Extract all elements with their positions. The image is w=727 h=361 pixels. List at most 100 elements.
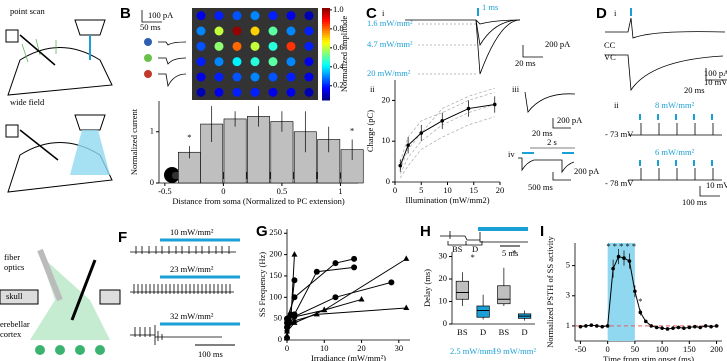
heat-dot (286, 87, 296, 97)
colorbar-step (322, 35, 330, 39)
colorbar-step (322, 31, 330, 34)
colorbar-label: Normalized amplitude (339, 16, 349, 92)
colorbar-step (322, 21, 330, 25)
label: fiber (4, 252, 20, 262)
marker (403, 304, 410, 310)
x-tick-label: 0.5 (277, 186, 288, 196)
label: cortex (0, 329, 22, 339)
marker (709, 324, 713, 329)
colorbar-step (322, 95, 330, 99)
marker (388, 279, 395, 286)
trace (628, 123, 722, 136)
marker (671, 326, 675, 330)
y-tick-label: 50 (274, 313, 283, 323)
heat-dot (286, 57, 296, 67)
colorbar-step (322, 47, 330, 50)
marker (313, 268, 320, 275)
colorbar-step (322, 93, 330, 96)
label: 8 mW/mm² (655, 100, 695, 110)
y-tick-label: 10 (382, 135, 391, 145)
colorbar-step (322, 14, 330, 18)
heat-dot (214, 26, 224, 36)
y-tick-label: 150 (269, 270, 282, 280)
marker (611, 266, 615, 271)
colorbar-step (322, 79, 330, 83)
colorbar-step (322, 72, 330, 76)
marker (703, 324, 708, 328)
annotation: * (187, 132, 191, 142)
heat-dot (268, 72, 278, 82)
scale-label: 100 ms (682, 197, 707, 207)
scale-bar (552, 118, 571, 129)
scale-label: 200 pA (574, 166, 600, 176)
traces-b (144, 38, 187, 88)
colorbar-step (322, 26, 330, 30)
label: point scan (10, 6, 45, 16)
y-axis-title: Charge (pC) (365, 110, 375, 152)
label: skull (6, 291, 23, 301)
y-tick-label: 20 (382, 94, 391, 104)
heat-dot (232, 87, 242, 97)
series-line (399, 116, 495, 179)
heat-dot (286, 72, 296, 82)
series-line (286, 281, 392, 328)
x-tick-label: 15 (470, 185, 479, 195)
series-line (399, 103, 495, 166)
heat-dot (214, 57, 224, 67)
label: 10 mW/mm² (170, 227, 214, 237)
label: D (472, 244, 478, 254)
trace (130, 284, 234, 294)
trace (475, 19, 521, 47)
marker (682, 326, 686, 330)
colorbar-step (322, 40, 330, 43)
panel-label: I (540, 223, 544, 240)
annotation: * (471, 252, 475, 262)
colorbar-step (322, 17, 330, 20)
y-tick-label: 200 (269, 249, 282, 259)
marker (605, 324, 610, 328)
y-tick-label: 100 (269, 291, 282, 301)
heat-dot (268, 87, 278, 97)
traces-c (418, 23, 478, 75)
y-axis-title: SS Frequency (Hz) (257, 252, 267, 317)
colorbar-tick-label: 0.8 (333, 23, 344, 33)
colorbar-step (322, 58, 330, 62)
y-tick-label: 0 (278, 334, 282, 344)
colorbar-step (322, 56, 330, 60)
colorbar-step (322, 42, 330, 46)
marker (284, 315, 290, 321)
y-tick-label: 0 (150, 177, 154, 187)
colorbar-step (322, 49, 330, 53)
y-tick-label: 10 (439, 295, 448, 305)
marker (332, 260, 339, 267)
heat-dot (286, 41, 296, 51)
colorbar-step (322, 51, 330, 55)
colorbar-step (322, 88, 330, 92)
heat-dot (250, 11, 260, 21)
heat-dot (196, 26, 206, 36)
heat-dot (250, 72, 260, 82)
marker (578, 324, 583, 329)
scale-label: 100 pA (148, 10, 174, 20)
heat-dot (268, 11, 278, 21)
heat-dot (304, 72, 314, 82)
heat-dot (214, 87, 224, 97)
label: 32 mW/mm² (170, 311, 214, 321)
heat-dot (286, 11, 296, 21)
marker (643, 319, 648, 324)
heat-dot (196, 72, 206, 82)
series-line (286, 258, 407, 332)
colorbar-step (322, 81, 330, 85)
x-tick-label: 0 (221, 186, 225, 196)
heat-dot (304, 57, 314, 67)
annotation: * (638, 296, 642, 306)
x-tick-label: -50 (575, 344, 586, 354)
series-line (399, 91, 495, 162)
marker (403, 255, 410, 261)
heat-dot (268, 57, 278, 67)
scale-label: 10 mV (706, 180, 727, 190)
heat-dot (214, 72, 224, 82)
colorbar-step (322, 67, 330, 71)
panel-label: G (256, 223, 268, 240)
